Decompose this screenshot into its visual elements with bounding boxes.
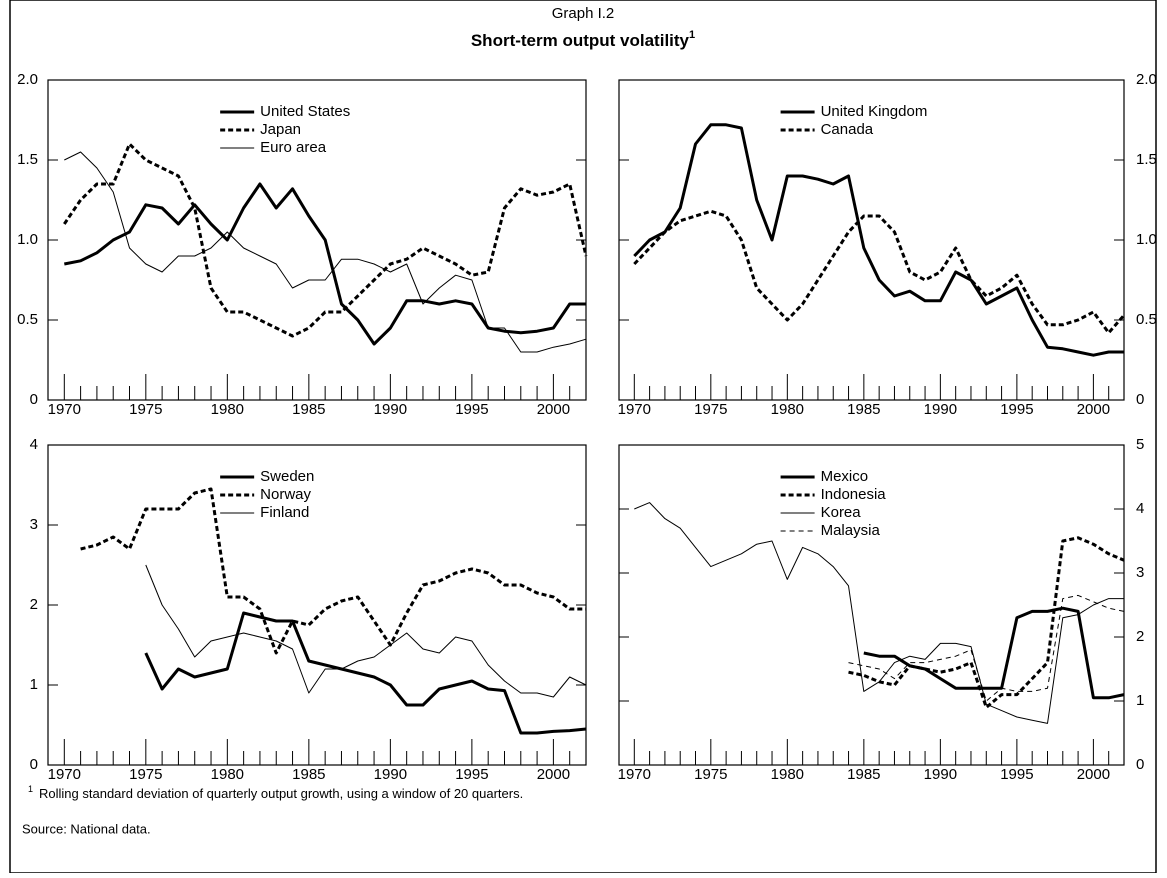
x-tick-label: 1980: [771, 401, 804, 418]
x-tick-label: 1975: [129, 766, 162, 783]
y-tick-label: 0: [1136, 756, 1144, 773]
x-tick-label: 2000: [1077, 766, 1110, 783]
legend-label: Norway: [260, 486, 311, 503]
series-line: [145, 564, 587, 698]
y-tick-label: 0: [30, 756, 38, 773]
x-tick-label: 1990: [374, 766, 407, 783]
legend-label: Canada: [821, 121, 874, 138]
x-tick-label: 1985: [292, 401, 325, 418]
plot-frame: [47, 444, 587, 766]
x-tick-label: 1985: [292, 766, 325, 783]
y-tick-label: 1.5: [1136, 151, 1157, 168]
x-tick-label: 1970: [48, 766, 81, 783]
series-line: [848, 536, 1125, 709]
y-tick-label: 1: [30, 676, 38, 693]
x-tick-label: 1990: [924, 766, 957, 783]
series-line: [80, 487, 586, 655]
x-tick-label: 1980: [211, 766, 244, 783]
x-tick-label: 1970: [618, 766, 651, 783]
x-tick-label: 1985: [847, 401, 880, 418]
y-tick-label: 4: [1136, 500, 1144, 517]
series-line: [863, 606, 1125, 700]
title-note: 1: [689, 29, 695, 41]
y-tick-label: 0: [30, 391, 38, 408]
y-tick-label: 3: [1136, 564, 1144, 581]
x-tick-label: 2000: [537, 401, 570, 418]
y-tick-label: 0: [1136, 391, 1144, 408]
plot-frame: [47, 79, 587, 401]
x-tick-label: 1985: [847, 766, 880, 783]
y-tick-label: 5: [1136, 436, 1144, 453]
source: Source: National data.: [22, 821, 151, 836]
y-tick-label: 2: [1136, 628, 1144, 645]
y-tick-label: 1.0: [1136, 231, 1157, 248]
x-tick-label: 2000: [537, 766, 570, 783]
legend-label: Indonesia: [821, 486, 887, 503]
x-tick-label: 1990: [374, 401, 407, 418]
series-line: [63, 142, 588, 338]
x-tick-label: 1970: [48, 401, 81, 418]
legend-label: United States: [260, 103, 350, 120]
x-tick-label: 1975: [129, 401, 162, 418]
series-line: [633, 209, 1126, 335]
y-tick-label: 0.5: [1136, 311, 1157, 328]
y-tick-label: 1: [1136, 692, 1144, 709]
legend-label: Finland: [260, 504, 309, 521]
frame: [9, 0, 1157, 874]
x-tick-label: 1990: [924, 401, 957, 418]
y-tick-label: 2.0: [1136, 71, 1157, 88]
x-tick-label: 1995: [1000, 401, 1033, 418]
footnote-marker: 1: [28, 784, 33, 794]
legend-label: Korea: [821, 504, 862, 521]
plot-frame: [618, 444, 1125, 766]
y-tick-label: 4: [30, 436, 38, 453]
chart-title: Short-term output volatility1: [471, 29, 695, 51]
y-tick-label: 0.5: [17, 311, 38, 328]
x-tick-label: 1980: [211, 401, 244, 418]
footnote: 1 Rolling standard deviation of quarterly…: [28, 784, 523, 801]
legend-label: Euro area: [260, 139, 327, 156]
series-line: [634, 502, 1124, 724]
legend-label: Japan: [260, 121, 301, 138]
x-tick-label: 1970: [618, 401, 651, 418]
x-tick-label: 1995: [1000, 766, 1033, 783]
legend-label: United Kingdom: [821, 103, 928, 120]
y-tick-label: 2.0: [17, 71, 38, 88]
series-line: [848, 594, 1125, 702]
x-tick-label: 1975: [694, 766, 727, 783]
x-tick-label: 2000: [1077, 401, 1110, 418]
legend-label: Mexico: [821, 468, 869, 485]
series-line: [64, 151, 587, 353]
x-tick-label: 1995: [455, 401, 488, 418]
x-tick-label: 1975: [694, 401, 727, 418]
x-tick-label: 1995: [455, 766, 488, 783]
x-tick-label: 1980: [771, 766, 804, 783]
y-tick-label: 3: [30, 516, 38, 533]
series-line: [64, 182, 586, 346]
graph-label: Graph I.2: [552, 5, 615, 22]
series-line: [144, 611, 587, 735]
footnote-text: Rolling standard deviation of quarterly …: [39, 786, 523, 801]
y-tick-label: 2: [30, 596, 38, 613]
y-tick-label: 1.0: [17, 231, 38, 248]
legend-label: Sweden: [260, 468, 314, 485]
title-text: Short-term output volatility: [471, 31, 690, 50]
legend-label: Malaysia: [821, 522, 881, 539]
series-line: [633, 123, 1124, 357]
y-tick-label: 1.5: [17, 151, 38, 168]
